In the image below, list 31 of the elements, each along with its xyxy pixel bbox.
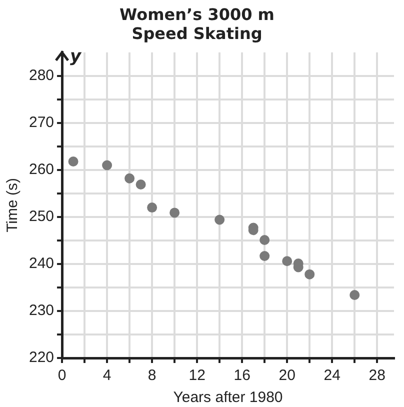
y-tick-label: 260: [28, 161, 54, 178]
point: [260, 250, 270, 261]
point: [124, 173, 135, 184]
point: [260, 234, 270, 245]
y-tick-label: 270: [28, 114, 54, 132]
x-axis-title: Years after 1980: [173, 389, 283, 406]
y-tick-label: 280: [28, 67, 54, 84]
point: [136, 180, 146, 190]
annotation: y: [70, 46, 82, 66]
x-tick-label: 4: [102, 367, 112, 384]
y-tick-label: 250: [28, 208, 54, 226]
point: [102, 160, 112, 170]
y-axis-title: Time (s): [4, 178, 22, 232]
x-tick-label: 24: [324, 367, 340, 384]
x-tick-label: 12: [188, 367, 206, 384]
x-tick-label: 16: [234, 367, 250, 384]
y-tick-label: 230: [28, 302, 54, 320]
x-tick-label: 20: [278, 367, 296, 384]
point: [350, 290, 360, 300]
x-tick-label: 0: [58, 367, 66, 384]
point: [214, 214, 225, 225]
x-tick-label: 8: [148, 367, 156, 384]
point: [282, 256, 292, 266]
y-tick-label: 240: [28, 255, 54, 272]
point: [304, 269, 315, 280]
chart-title: Women’s 3000 m Speed Skating: [120, 4, 274, 43]
point: [170, 208, 180, 218]
point: [68, 156, 78, 166]
y-tick-label: 220: [28, 349, 54, 366]
point: [147, 202, 158, 213]
x-tick-label: 28: [368, 367, 386, 384]
